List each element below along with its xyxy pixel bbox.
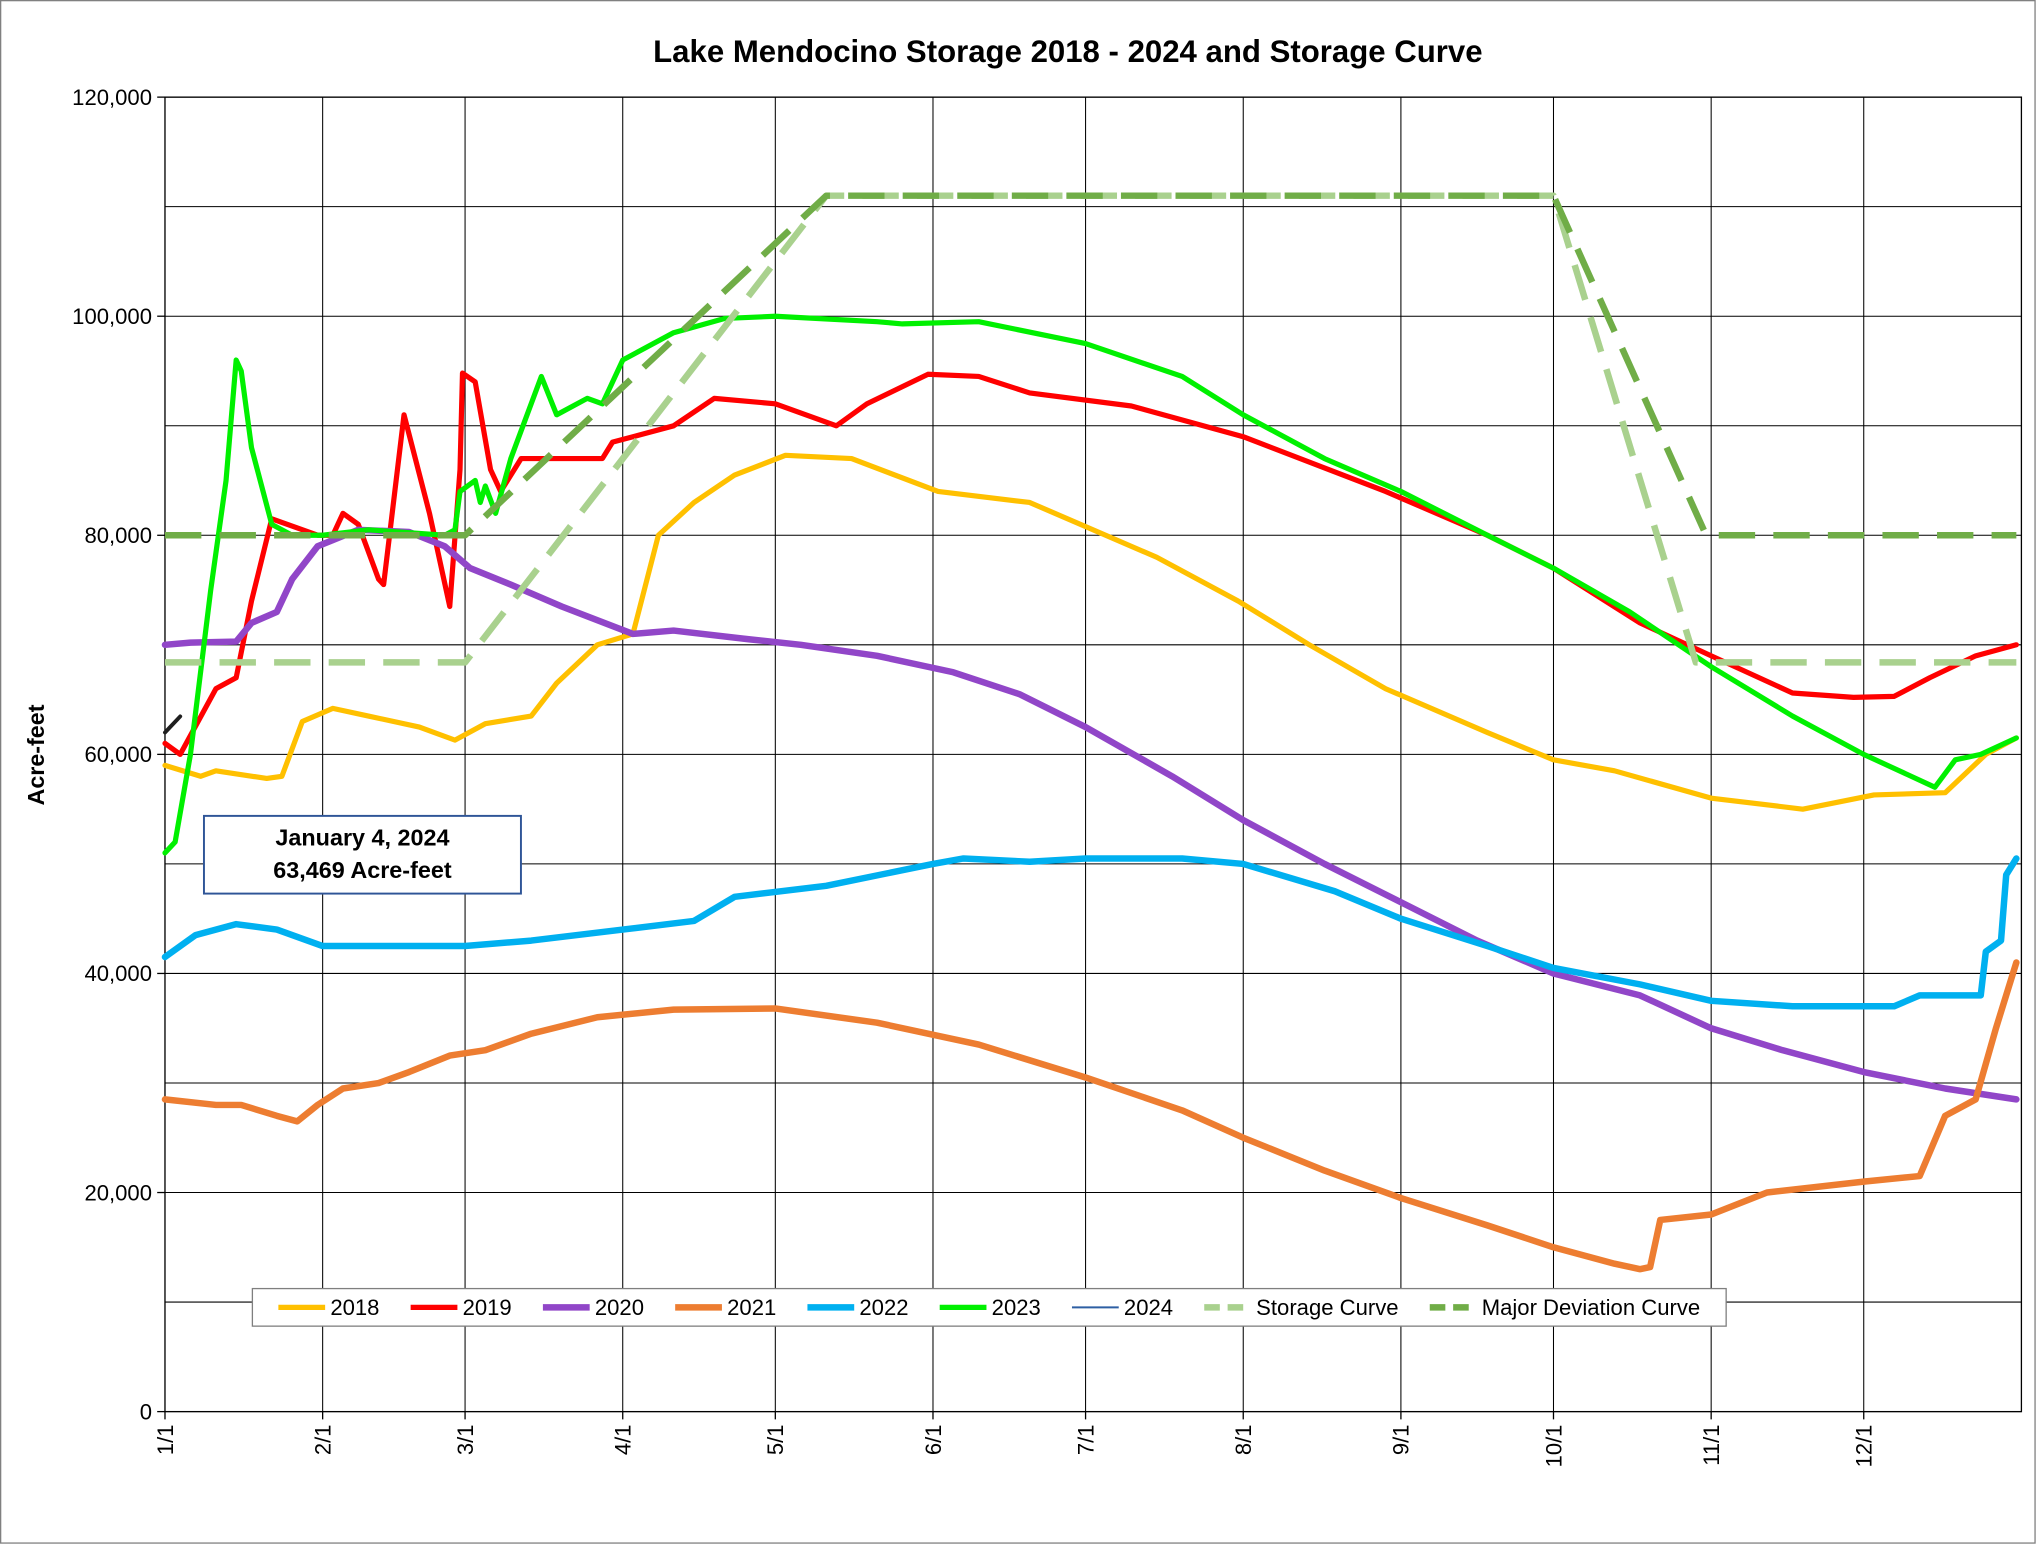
legend-box xyxy=(251,1287,1727,1327)
series-line xyxy=(163,714,183,735)
lines xyxy=(161,192,2020,1273)
x-tick-label: 4/1 xyxy=(610,1425,635,1456)
legend-label: 2020 xyxy=(595,1295,644,1320)
chart-title: Lake Mendocino Storage 2018 - 2024 and S… xyxy=(653,34,1482,69)
x-tick-label: 8/1 xyxy=(1231,1425,1256,1456)
legend-label: 2024 xyxy=(1124,1295,1173,1320)
y-tick-label: 100,000 xyxy=(72,304,152,329)
x-tick-label: 3/1 xyxy=(453,1425,478,1456)
series-line xyxy=(162,313,2019,856)
series-line xyxy=(162,452,2019,812)
x-tick-label: 1/1 xyxy=(153,1425,178,1456)
x-tick-label: 11/1 xyxy=(1699,1425,1724,1466)
legend-label: Major Deviation Curve xyxy=(1482,1295,1700,1320)
legend-label: 2018 xyxy=(330,1295,379,1320)
series-line xyxy=(164,192,2017,539)
y-axis-label: Acre-feet xyxy=(23,704,49,805)
plot-border xyxy=(164,96,2023,1413)
x-tick-label: 9/1 xyxy=(1389,1425,1414,1456)
x-tick-label: 5/1 xyxy=(763,1425,788,1456)
x-tick-label: 7/1 xyxy=(1073,1425,1098,1456)
legend-label: 2023 xyxy=(992,1295,1041,1320)
annotation-box xyxy=(202,814,522,895)
x-tick-label: 6/1 xyxy=(921,1425,946,1456)
series-line xyxy=(161,959,2020,1273)
legend-label: 2022 xyxy=(859,1295,908,1320)
annotation-text: 63,469 Acre-feet xyxy=(273,857,452,883)
legend: 2018 2019 2020 2021 2022 2023 2024 Storage Curv… xyxy=(251,1287,1727,1327)
series-line xyxy=(161,855,2020,1010)
y-tick-label: 80,000 xyxy=(84,523,152,548)
x-tick-label: 12/1 xyxy=(1852,1425,1877,1468)
legend-label: Storage Curve xyxy=(1256,1295,1398,1320)
y-tick-label: 40,000 xyxy=(84,961,152,986)
legend-label: 2021 xyxy=(727,1295,776,1320)
x-tick-label: 10/1 xyxy=(1541,1425,1566,1468)
annotation: January 4, 2024 63,469 Acre-feet xyxy=(202,814,522,895)
x-tick-label: 2/1 xyxy=(310,1425,335,1456)
y-tick-label: 120,000 xyxy=(72,85,152,110)
legend-label: 2019 xyxy=(463,1295,512,1320)
y-tick-label: 20,000 xyxy=(84,1180,152,1205)
y-tick-label: 0 xyxy=(140,1399,152,1424)
series-line xyxy=(161,526,2020,1103)
annotation-date: January 4, 2024 xyxy=(275,825,449,851)
y-tick-label: 60,000 xyxy=(84,742,152,767)
